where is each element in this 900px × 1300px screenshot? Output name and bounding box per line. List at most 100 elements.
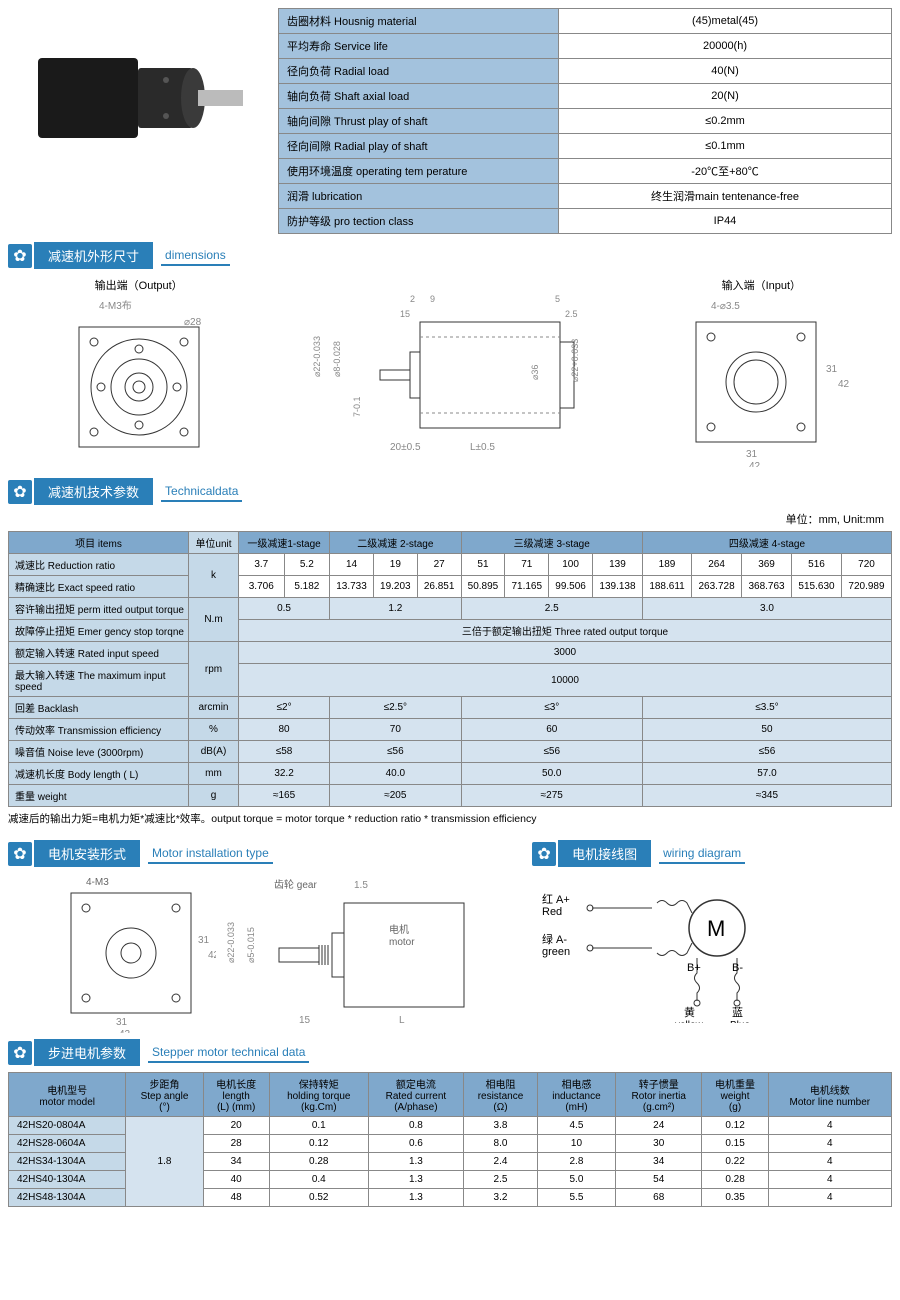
svg-text:蓝: 蓝 xyxy=(732,1006,743,1019)
svg-text:4-M3布: 4-M3布 xyxy=(99,300,132,312)
svg-text:42: 42 xyxy=(208,950,216,961)
output-drawing: 4-M3布 ⌀28 xyxy=(49,297,229,467)
spec-value: 终生润滑main tentenance-free xyxy=(559,184,892,209)
svg-text:⌀22-0.033: ⌀22-0.033 xyxy=(312,336,322,377)
gear-icon: ✿ xyxy=(8,842,32,866)
side-drawing: ⌀22-0.033 ⌀8-0.028 7-0.1 2 9 15 5 2.5 ⌀3… xyxy=(310,282,590,462)
output-label: 输出端（Output） xyxy=(49,277,229,293)
svg-text:⌀8-0.028: ⌀8-0.028 xyxy=(332,341,342,377)
section-subtitle: dimensions xyxy=(161,246,230,266)
spec-label: 轴向间隙 Thrust play of shaft xyxy=(279,109,559,134)
svg-text:42: 42 xyxy=(749,461,761,467)
svg-text:yellow: yellow xyxy=(675,1020,704,1023)
svg-text:9: 9 xyxy=(430,294,435,304)
svg-text:15: 15 xyxy=(400,309,410,319)
product-photo xyxy=(8,8,268,178)
section-stepper: ✿ 步进电机参数 Stepper motor technical data xyxy=(8,1039,892,1066)
spec-value: IP44 xyxy=(559,209,892,234)
dimension-drawings: 输出端（Output） 4-M3布 ⌀28 ⌀22-0.033 ⌀8-0.028… xyxy=(8,277,892,470)
th-s3: 三级减速 3-stage xyxy=(461,532,642,554)
svg-text:4-M3: 4-M3 xyxy=(86,877,109,888)
wiring-diagram: M 红 A+ Red 绿 A- green B+ B- 黄 蓝 yellow B… xyxy=(532,873,812,1023)
spec-value: ≤0.2mm xyxy=(559,109,892,134)
motor-model: 42HS48-1304A xyxy=(9,1189,126,1207)
svg-text:⌀36: ⌀36 xyxy=(530,365,540,380)
section-subtitle: Motor installation type xyxy=(148,844,273,864)
svg-text:⌀28: ⌀28 xyxy=(184,317,202,328)
section-title: 减速机外形尺寸 xyxy=(34,242,153,269)
spec-label: 轴向负荷 Shaft axial load xyxy=(279,84,559,109)
svg-text:L±0.5: L±0.5 xyxy=(470,442,495,453)
input-drawing: 4-⌀3.5 31 42 31 42 xyxy=(671,297,851,467)
th-unit: 单位unit xyxy=(189,532,239,554)
svg-text:42: 42 xyxy=(838,379,850,390)
install-side: 齿轮 gear 1.5 ⌀22-0.033 ⌀5-0.015 电机 motor … xyxy=(224,873,484,1033)
th-s1: 一级减速1-stage xyxy=(239,532,330,554)
section-title: 步进电机参数 xyxy=(34,1039,140,1066)
section-install: ✿ 电机安装形式 Motor installation type xyxy=(8,840,522,867)
technical-table: 项目 items 单位unit 一级减速1-stage 二级减速 2-stage… xyxy=(8,531,892,807)
svg-text:green: green xyxy=(542,946,570,958)
section-title: 电机接线图 xyxy=(558,840,651,867)
svg-text:42: 42 xyxy=(119,1029,131,1033)
motor-table: 电机型号motor model 步距角Step angle(°) 电机长度len… xyxy=(8,1072,892,1207)
svg-text:2: 2 xyxy=(410,294,415,304)
top-section: 齿圈材料 Housnig material(45)metal(45)平均寿命 S… xyxy=(8,8,892,234)
spec-value: 20000(h) xyxy=(559,34,892,59)
spec-value: 40(N) xyxy=(559,59,892,84)
spec-label: 平均寿命 Service life xyxy=(279,34,559,59)
svg-text:1.5: 1.5 xyxy=(354,880,368,891)
svg-text:31: 31 xyxy=(198,935,210,946)
svg-text:Red: Red xyxy=(542,906,562,918)
motor-model: 42HS40-1304A xyxy=(9,1171,126,1189)
svg-text:B-: B- xyxy=(732,962,743,974)
step-angle: 1.8 xyxy=(126,1117,203,1207)
gear-icon: ✿ xyxy=(8,480,32,504)
mid-section: ✿ 电机安装形式 Motor installation type 4-M3 31… xyxy=(8,834,892,1033)
svg-text:5: 5 xyxy=(555,294,560,304)
svg-text:红 A+: 红 A+ xyxy=(542,893,570,906)
svg-text:⌀5-0.015: ⌀5-0.015 xyxy=(246,927,256,963)
spec-label: 使用环境温度 operating tem perature xyxy=(279,159,559,184)
gear-icon: ✿ xyxy=(8,244,32,268)
spec-label: 防护等级 pro tection class xyxy=(279,209,559,234)
svg-text:2.5: 2.5 xyxy=(565,309,578,319)
svg-text:7-0.1: 7-0.1 xyxy=(352,396,362,417)
svg-text:齿轮 gear: 齿轮 gear xyxy=(274,878,317,891)
svg-text:黄: 黄 xyxy=(684,1005,695,1019)
spec-value: (45)metal(45) xyxy=(559,9,892,34)
svg-text:31: 31 xyxy=(826,364,838,375)
svg-text:Blue: Blue xyxy=(730,1020,750,1023)
section-title: 减速机技术参数 xyxy=(34,478,153,505)
motor-model: 42HS28-0604A xyxy=(9,1135,126,1153)
section-technical: ✿ 减速机技术参数 Technicaldata xyxy=(8,478,892,505)
svg-text:电机: 电机 xyxy=(389,923,409,936)
spec-value: ≤0.1mm xyxy=(559,134,892,159)
svg-text:⌀22-0.033: ⌀22-0.033 xyxy=(226,922,236,963)
torque-note: 减速后的输出力矩=电机力矩*减速比*效率。output torque = mot… xyxy=(8,811,892,826)
gear-icon: ✿ xyxy=(8,1041,32,1065)
spec-label: 齿圈材料 Housnig material xyxy=(279,9,559,34)
svg-text:31: 31 xyxy=(746,449,758,460)
motor-model: 42HS34-1304A xyxy=(9,1153,126,1171)
spec-label: 径向间隙 Radial play of shaft xyxy=(279,134,559,159)
unit-label: 单位：mm, Unit:mm xyxy=(16,511,884,527)
svg-text:⌀22+0.033: ⌀22+0.033 xyxy=(570,339,580,382)
section-subtitle: Stepper motor technical data xyxy=(148,1043,309,1063)
svg-text:4-⌀3.5: 4-⌀3.5 xyxy=(711,301,740,312)
svg-text:L: L xyxy=(399,1015,405,1026)
section-dimensions: ✿ 减速机外形尺寸 dimensions xyxy=(8,242,892,269)
install-front: 4-M3 31 42 31 42 xyxy=(46,873,216,1033)
section-subtitle: wiring diagram xyxy=(659,844,745,864)
motor-model: 42HS20-0804A xyxy=(9,1117,126,1135)
svg-text:20±0.5: 20±0.5 xyxy=(390,442,421,453)
svg-text:M: M xyxy=(707,916,725,941)
spec-label: 径向负荷 Radial load xyxy=(279,59,559,84)
input-label: 输入端（Input） xyxy=(671,277,851,293)
svg-text:绿 A-: 绿 A- xyxy=(542,932,567,946)
gear-icon: ✿ xyxy=(532,842,556,866)
spec-label: 润滑 lubrication xyxy=(279,184,559,209)
spec-value: -20℃至+80℃ xyxy=(559,159,892,184)
svg-text:31: 31 xyxy=(116,1017,128,1028)
spec-table: 齿圈材料 Housnig material(45)metal(45)平均寿命 S… xyxy=(278,8,892,234)
